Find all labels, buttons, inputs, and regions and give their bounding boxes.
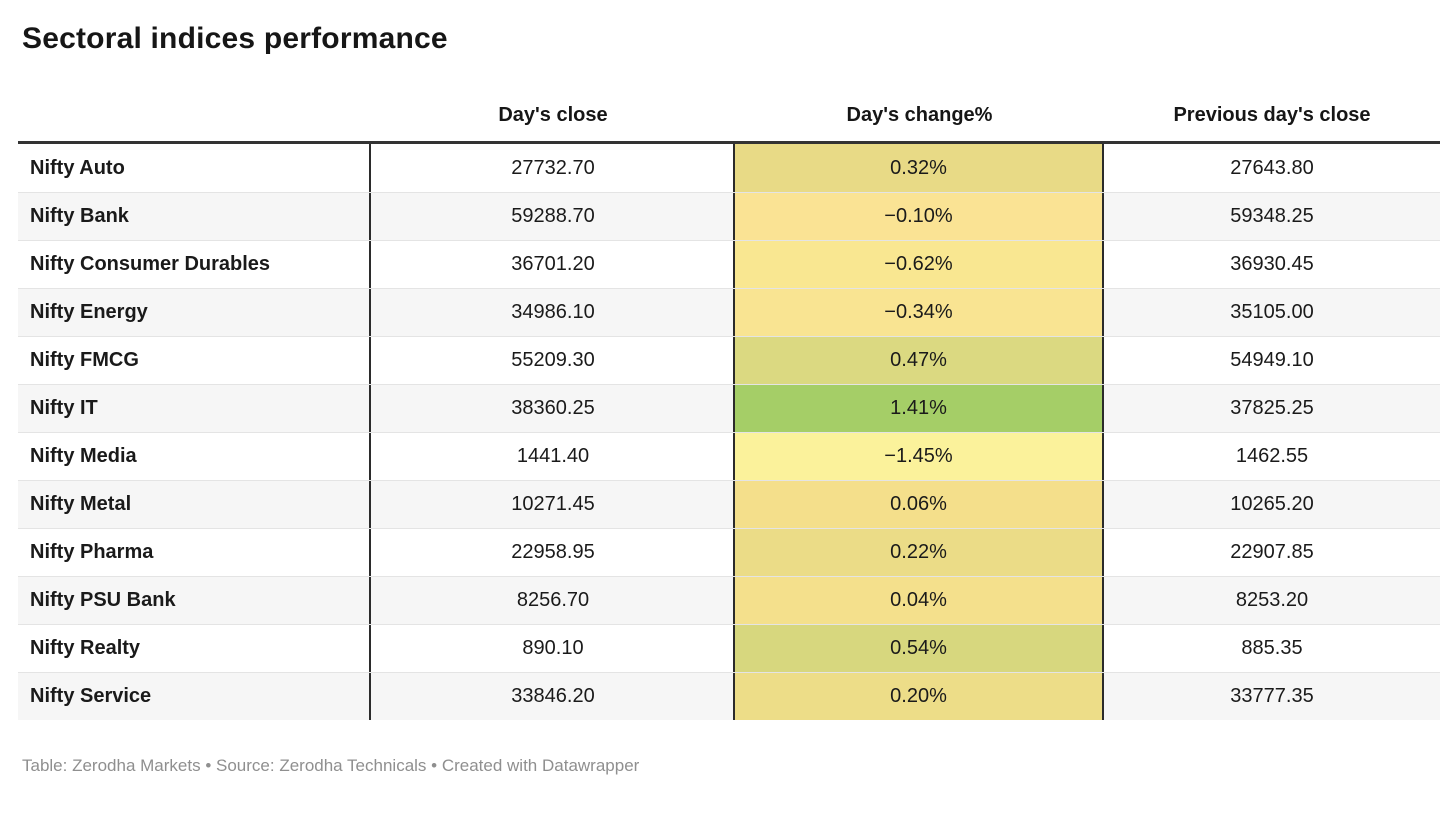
row-label: Nifty Consumer Durables bbox=[18, 241, 371, 288]
days-close-value: 10271.45 bbox=[511, 493, 595, 515]
days-change-value: −0.34% bbox=[733, 289, 1104, 336]
row-label: Nifty Bank bbox=[18, 193, 371, 240]
table-row: Nifty Pharma 22958.95 0.22% 22907.85 bbox=[18, 528, 1440, 576]
days-close-value: 59288.70 bbox=[511, 205, 595, 227]
table-row: Nifty Service 33846.20 0.20% 33777.35 bbox=[18, 672, 1440, 720]
days-change-value: −0.10% bbox=[733, 193, 1104, 240]
days-close-value: 890.10 bbox=[522, 637, 584, 659]
table-row: Nifty Energy 34986.10 −0.34% 35105.00 bbox=[18, 288, 1440, 336]
previous-days-close-value: 37825.25 bbox=[1230, 397, 1314, 419]
table-body: Nifty Auto 27732.70 0.32% 27643.80 Nifty Ban… bbox=[18, 141, 1440, 720]
previous-days-close-value: 885.35 bbox=[1241, 637, 1303, 659]
footer-datawrapper-link[interactable]: Created with Datawrapper bbox=[441, 756, 640, 775]
table-row: Nifty Auto 27732.70 0.32% 27643.80 bbox=[18, 144, 1440, 192]
header-previous-days-close: Previous day's close bbox=[1173, 104, 1371, 126]
days-close-value: 38360.25 bbox=[511, 397, 595, 419]
table-row: Nifty FMCG 55209.30 0.47% 54949.10 bbox=[18, 336, 1440, 384]
days-change-value: 0.22% bbox=[733, 529, 1104, 576]
footer-separator: • bbox=[426, 756, 442, 775]
footer-source-link[interactable]: Zerodha Technicals bbox=[279, 756, 427, 775]
previous-days-close-value: 1462.55 bbox=[1235, 445, 1309, 467]
footer-table-credit: Table: Zerodha Markets bbox=[22, 756, 201, 775]
row-label: Nifty Pharma bbox=[18, 529, 371, 576]
days-close-value: 55209.30 bbox=[511, 349, 595, 371]
table-row: Nifty Consumer Durables 36701.20 −0.62% 369… bbox=[18, 240, 1440, 288]
days-close-value: 8256.70 bbox=[516, 589, 590, 611]
table-header-row: Day's close Day's change% Previous day's… bbox=[18, 56, 1440, 141]
table-row: Nifty Bank 59288.70 −0.10% 59348.25 bbox=[18, 192, 1440, 240]
days-change-value: −0.62% bbox=[733, 241, 1104, 288]
days-change-value: 0.47% bbox=[733, 337, 1104, 384]
previous-days-close-value: 22907.85 bbox=[1230, 541, 1314, 563]
previous-days-close-value: 27643.80 bbox=[1230, 156, 1314, 179]
days-change-value: 0.54% bbox=[733, 625, 1104, 672]
days-change-value: 0.20% bbox=[733, 673, 1104, 720]
days-change-value: 0.04% bbox=[733, 577, 1104, 624]
previous-days-close-value: 10265.20 bbox=[1230, 493, 1314, 515]
previous-days-close-value: 8253.20 bbox=[1235, 589, 1309, 611]
days-close-value: 22958.95 bbox=[511, 541, 595, 563]
table-row: Nifty PSU Bank 8256.70 0.04% 8253.20 bbox=[18, 576, 1440, 624]
table-row: Nifty Metal 10271.45 0.06% 10265.20 bbox=[18, 480, 1440, 528]
header-days-close: Day's close bbox=[498, 104, 608, 126]
table-row: Nifty Realty 890.10 0.54% 885.35 bbox=[18, 624, 1440, 672]
row-label: Nifty PSU Bank bbox=[18, 577, 371, 624]
table-row: Nifty Media 1441.40 −1.45% 1462.55 bbox=[18, 432, 1440, 480]
previous-days-close-value: 54949.10 bbox=[1230, 349, 1314, 371]
days-change-value: 0.32% bbox=[733, 144, 1104, 192]
footer-source-label: Source: bbox=[216, 756, 280, 775]
row-label: Nifty Energy bbox=[18, 289, 371, 336]
row-label: Nifty IT bbox=[18, 385, 371, 432]
previous-days-close-value: 35105.00 bbox=[1230, 301, 1314, 323]
days-close-value: 1441.40 bbox=[516, 445, 590, 467]
previous-days-close-value: 36930.45 bbox=[1230, 253, 1314, 275]
table-row: Nifty IT 38360.25 1.41% 37825.25 bbox=[18, 384, 1440, 432]
sector-indices-table: Day's close Day's change% Previous day's… bbox=[18, 56, 1440, 720]
header-days-change: Day's change% bbox=[846, 104, 993, 126]
previous-days-close-value: 59348.25 bbox=[1230, 205, 1314, 227]
page-title: Sectoral indices performance bbox=[22, 22, 448, 55]
days-close-value: 33846.20 bbox=[511, 685, 595, 707]
days-change-value: 1.41% bbox=[733, 385, 1104, 432]
row-label: Nifty FMCG bbox=[18, 337, 371, 384]
row-label: Nifty Media bbox=[18, 433, 371, 480]
row-label: Nifty Realty bbox=[18, 625, 371, 672]
days-close-value: 27732.70 bbox=[511, 156, 595, 179]
days-change-value: 0.06% bbox=[733, 481, 1104, 528]
days-close-value: 34986.10 bbox=[511, 301, 595, 323]
previous-days-close-value: 33777.35 bbox=[1230, 685, 1314, 707]
days-change-value: −1.45% bbox=[733, 433, 1104, 480]
footer-credits: Table: Zerodha Markets • Source: Zerodha… bbox=[22, 756, 1440, 776]
row-label: Nifty Metal bbox=[18, 481, 371, 528]
footer-separator: • bbox=[200, 756, 216, 775]
row-label: Nifty Service bbox=[18, 673, 371, 720]
row-label: Nifty Auto bbox=[18, 144, 371, 192]
days-close-value: 36701.20 bbox=[511, 253, 595, 275]
